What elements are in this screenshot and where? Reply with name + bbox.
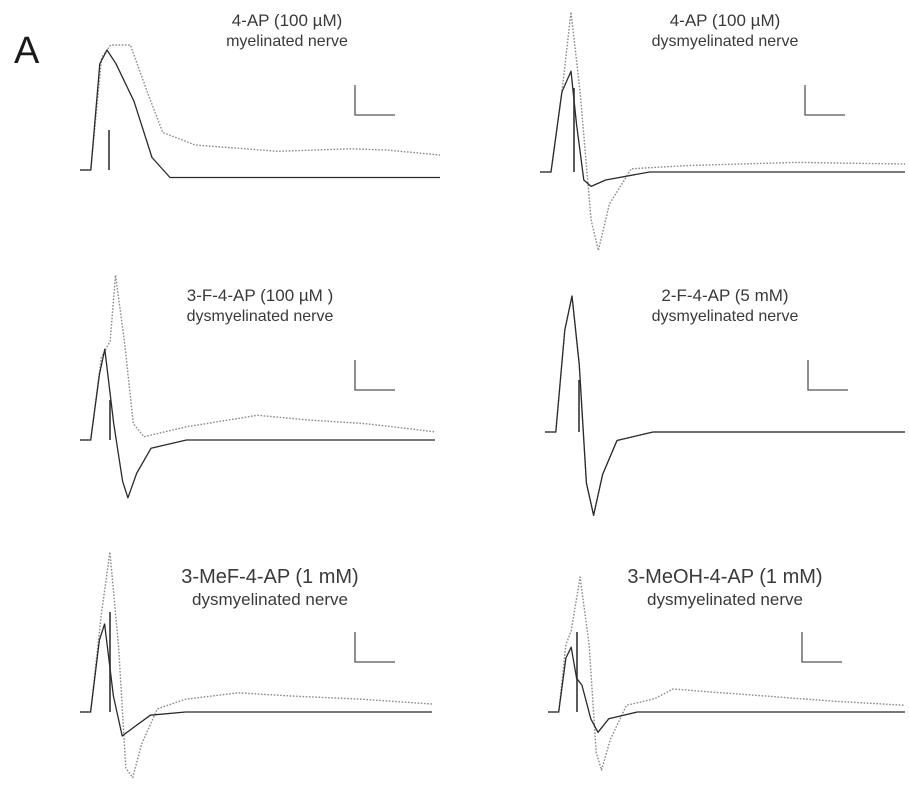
trace-line-5-drug bbox=[80, 551, 433, 779]
scale-bar-6 bbox=[801, 632, 842, 663]
trace-panel-6 bbox=[548, 576, 906, 771]
trace-panel-5 bbox=[80, 551, 433, 779]
trace-line-6-control bbox=[548, 646, 905, 733]
panel-letter: A bbox=[14, 30, 40, 72]
panel-title-3-compound: 3-F-4-AP (100 µM ) bbox=[186, 286, 334, 305]
panel-title-3-condition: dysmyelinated nerve bbox=[186, 308, 334, 325]
trace-line-1-control bbox=[80, 49, 440, 179]
trace-line-2-control bbox=[540, 70, 905, 188]
panel-title-5: 3-MeF-4-AP (1 mM) dysmyelinated nerve bbox=[120, 565, 420, 611]
trace-line-6-drug bbox=[548, 576, 906, 771]
trace-line-4-drug bbox=[545, 295, 905, 516]
panel-title-1-condition: myelinated nerve bbox=[226, 33, 348, 50]
panel-title-5-condition: dysmyelinated nerve bbox=[192, 590, 348, 609]
trace-panel-2 bbox=[540, 11, 906, 252]
panel-title-4-condition: dysmyelinated nerve bbox=[651, 308, 799, 325]
panel-title-5-compound: 3-MeF-4-AP (1 mM) bbox=[181, 566, 359, 588]
trace-line-1-drug bbox=[80, 44, 441, 171]
panel-title-6-compound: 3-MeOH-4-AP (1 mM) bbox=[627, 566, 823, 588]
panel-title-2-compound: 4-AP (100 µM) bbox=[669, 11, 781, 30]
scale-bar-3 bbox=[354, 360, 395, 391]
panel-title-3: 3-F-4-AP (100 µM ) dysmyelinated nerve bbox=[110, 285, 410, 327]
trace-line-3-drug bbox=[80, 274, 436, 441]
scale-bar-4 bbox=[807, 360, 848, 391]
trace-line-4-control bbox=[545, 295, 905, 516]
panel-title-4-compound: 2-F-4-AP (5 mM) bbox=[661, 286, 789, 305]
panel-title-4: 2-F-4-AP (5 mM) dysmyelinated nerve bbox=[575, 285, 875, 327]
panel-title-1: 4-AP (100 µM) myelinated nerve bbox=[137, 10, 437, 52]
trace-line-5-control bbox=[80, 623, 432, 737]
trace-line-2-drug bbox=[540, 11, 906, 252]
scale-bar-1 bbox=[354, 85, 395, 116]
panel-title-6: 3-MeOH-4-AP (1 mM) dysmyelinated nerve bbox=[575, 565, 875, 611]
trace-panel-3 bbox=[80, 274, 436, 499]
scale-bar-2 bbox=[804, 85, 845, 116]
panel-title-2: 4-AP (100 µM) dysmyelinated nerve bbox=[575, 10, 875, 52]
trace-panel-1 bbox=[80, 44, 441, 179]
panel-title-6-condition: dysmyelinated nerve bbox=[647, 590, 803, 609]
panel-title-1-compound: 4-AP (100 µM) bbox=[231, 11, 343, 30]
scale-bar-5 bbox=[354, 632, 395, 663]
panel-title-2-condition: dysmyelinated nerve bbox=[651, 33, 799, 50]
trace-line-3-control bbox=[80, 348, 435, 499]
trace-panel-4 bbox=[545, 295, 905, 516]
